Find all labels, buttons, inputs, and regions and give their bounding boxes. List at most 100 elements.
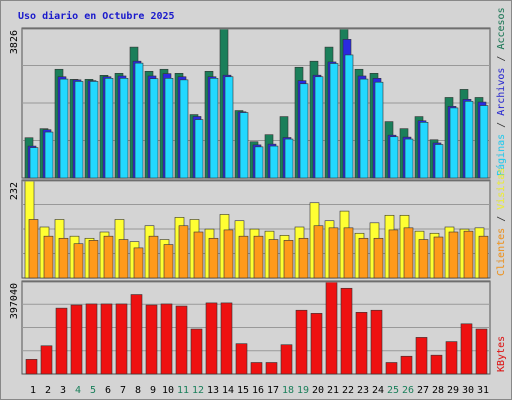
- bar: [239, 112, 249, 179]
- bar: [479, 105, 489, 179]
- x-tick-label: 19: [297, 385, 309, 396]
- bar: [163, 244, 174, 279]
- bar: [463, 230, 474, 279]
- x-tick-label: 25: [387, 385, 399, 396]
- bar: [419, 122, 429, 179]
- bar: [193, 231, 204, 279]
- bar: [389, 136, 399, 179]
- legend-separator: /: [496, 50, 507, 68]
- x-tick-label: 1: [30, 385, 36, 396]
- legend-entry: Archivos: [496, 68, 507, 116]
- legend-entry: Páginas: [495, 134, 507, 176]
- bar: [179, 79, 189, 179]
- bar: [43, 235, 54, 279]
- bar: [388, 229, 399, 279]
- x-tick-label: 14: [222, 385, 234, 396]
- x-tick-label: 24: [372, 385, 384, 396]
- x-tick-label: 13: [207, 385, 219, 396]
- bar: [190, 328, 203, 375]
- bar: [254, 146, 264, 179]
- bar: [314, 76, 324, 179]
- bar: [253, 235, 264, 279]
- bar: [209, 78, 219, 179]
- bar: [370, 309, 383, 375]
- x-tick-label: 20: [312, 385, 324, 396]
- bar: [145, 304, 158, 375]
- bar: [55, 307, 68, 375]
- x-tick-label: 26: [402, 385, 414, 396]
- bar: [269, 145, 279, 179]
- bar: [430, 354, 443, 375]
- bar: [418, 239, 429, 279]
- x-tick-label: 8: [135, 385, 141, 396]
- x-tick-label: 2: [45, 385, 51, 396]
- y-tick-label: 397040: [9, 283, 20, 319]
- bar: [115, 303, 128, 375]
- x-tick-label: 3: [60, 385, 66, 396]
- bar: [299, 83, 309, 179]
- x-tick-label: 16: [252, 385, 264, 396]
- legend: Páginas / Archivos / Accesos: [495, 7, 507, 176]
- bar: [313, 225, 324, 279]
- legend-entry: Clientes: [496, 228, 507, 276]
- x-tick-label: 21: [327, 385, 339, 396]
- bar: [478, 235, 489, 279]
- bar: [118, 239, 129, 279]
- bar: [164, 78, 174, 179]
- bar: [178, 225, 189, 279]
- bar: [373, 237, 384, 279]
- bar: [119, 78, 129, 179]
- bar: [415, 337, 428, 375]
- bar: [434, 144, 444, 179]
- bar: [374, 81, 384, 179]
- x-tick-label: 12: [192, 385, 204, 396]
- bar: [160, 303, 173, 375]
- bar: [224, 76, 234, 179]
- bar: [103, 235, 114, 279]
- bar: [359, 78, 369, 179]
- bar: [58, 237, 69, 279]
- legend-separator: /: [496, 210, 507, 228]
- y-tick-label: 232: [9, 182, 20, 200]
- bar: [284, 138, 294, 179]
- bar: [449, 107, 459, 179]
- bar: [44, 131, 54, 179]
- x-tick-label: 22: [342, 385, 354, 396]
- bar: [235, 343, 248, 375]
- bar: [358, 237, 369, 279]
- x-tick-label: 10: [162, 385, 174, 396]
- bar: [295, 309, 308, 375]
- legend-entry: KBytes: [496, 336, 507, 372]
- x-tick-label: 30: [462, 385, 474, 396]
- bar: [40, 345, 53, 375]
- bar: [400, 355, 413, 375]
- bar: [268, 239, 279, 279]
- bar: [175, 305, 188, 375]
- bar: [59, 78, 69, 179]
- bar: [355, 312, 368, 375]
- chart-title: Uso diario en Octubre 2025: [18, 10, 175, 22]
- x-tick-label: 6: [105, 385, 111, 396]
- x-tick-label: 15: [237, 385, 249, 396]
- bar: [89, 81, 99, 179]
- x-tick-label: 31: [477, 385, 489, 396]
- bar: [403, 227, 414, 279]
- legend-entry: Accesos: [496, 7, 507, 49]
- bar: [298, 237, 309, 279]
- bar: [340, 287, 353, 375]
- bar: [28, 219, 39, 279]
- legend-separator: /: [496, 116, 507, 134]
- bar: [104, 78, 114, 179]
- bar: [149, 78, 159, 179]
- bar: [445, 341, 458, 375]
- bar: [448, 231, 459, 279]
- bar: [74, 81, 84, 179]
- bar: [85, 303, 98, 375]
- x-tick-label: 18: [282, 385, 294, 396]
- bar: [208, 237, 219, 279]
- bar: [265, 362, 278, 375]
- bar: [460, 323, 473, 375]
- bar: [343, 227, 354, 279]
- bar: [328, 227, 339, 279]
- bar: [250, 362, 263, 375]
